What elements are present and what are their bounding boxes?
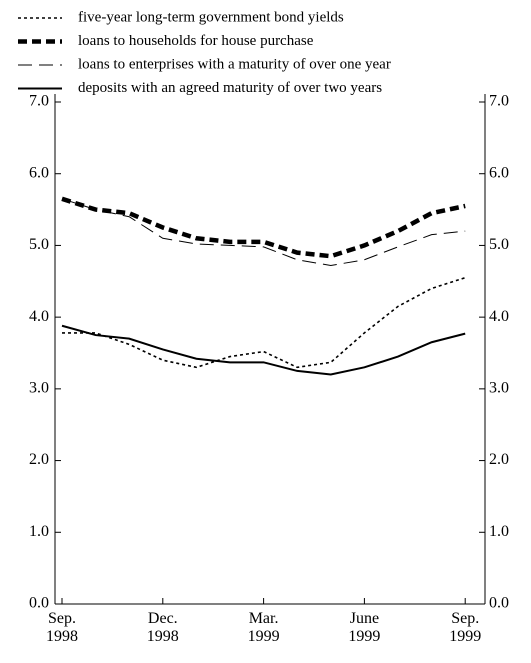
y-tick-label: 3.0 xyxy=(29,380,49,397)
y2-tick-label: 5.0 xyxy=(489,236,509,253)
x-tick-label: Sep. 1998 xyxy=(46,610,78,645)
y2-tick-label: 2.0 xyxy=(489,451,509,468)
y2-tick-label: 4.0 xyxy=(489,308,509,325)
y2-tick-label: 1.0 xyxy=(489,523,509,540)
x-tick-label: Mar. 1999 xyxy=(247,610,280,645)
y2-tick-label: 0.0 xyxy=(489,595,509,612)
y-tick-label: 1.0 xyxy=(29,523,49,540)
legend-label: loans to enterprises with a maturity of … xyxy=(78,56,391,72)
y-tick-label: 0.0 xyxy=(29,595,49,612)
series-line xyxy=(62,276,466,369)
legend-label: loans to households for house purchase xyxy=(78,33,314,49)
legend-label: five-year long-term government bond yiel… xyxy=(78,9,344,25)
y2-tick-label: 3.0 xyxy=(489,380,509,397)
x-tick-label: Dec. 1998 xyxy=(146,610,179,645)
y2-tick-label: 7.0 xyxy=(489,93,509,110)
series-line xyxy=(61,324,466,376)
y-tick-label: 2.0 xyxy=(29,451,49,468)
x-tick-label: June 1999 xyxy=(348,610,381,645)
y-tick-label: 7.0 xyxy=(29,93,49,110)
series-line xyxy=(61,196,466,259)
y2-tick-label: 6.0 xyxy=(489,164,509,181)
legend-label: deposits with an agreed maturity of over… xyxy=(78,80,382,96)
y-tick-label: 4.0 xyxy=(29,308,49,325)
y-tick-label: 6.0 xyxy=(29,164,49,181)
x-tick-label: Sep. 1999 xyxy=(449,610,482,645)
series-line xyxy=(61,198,466,267)
y-tick-label: 5.0 xyxy=(29,236,49,253)
